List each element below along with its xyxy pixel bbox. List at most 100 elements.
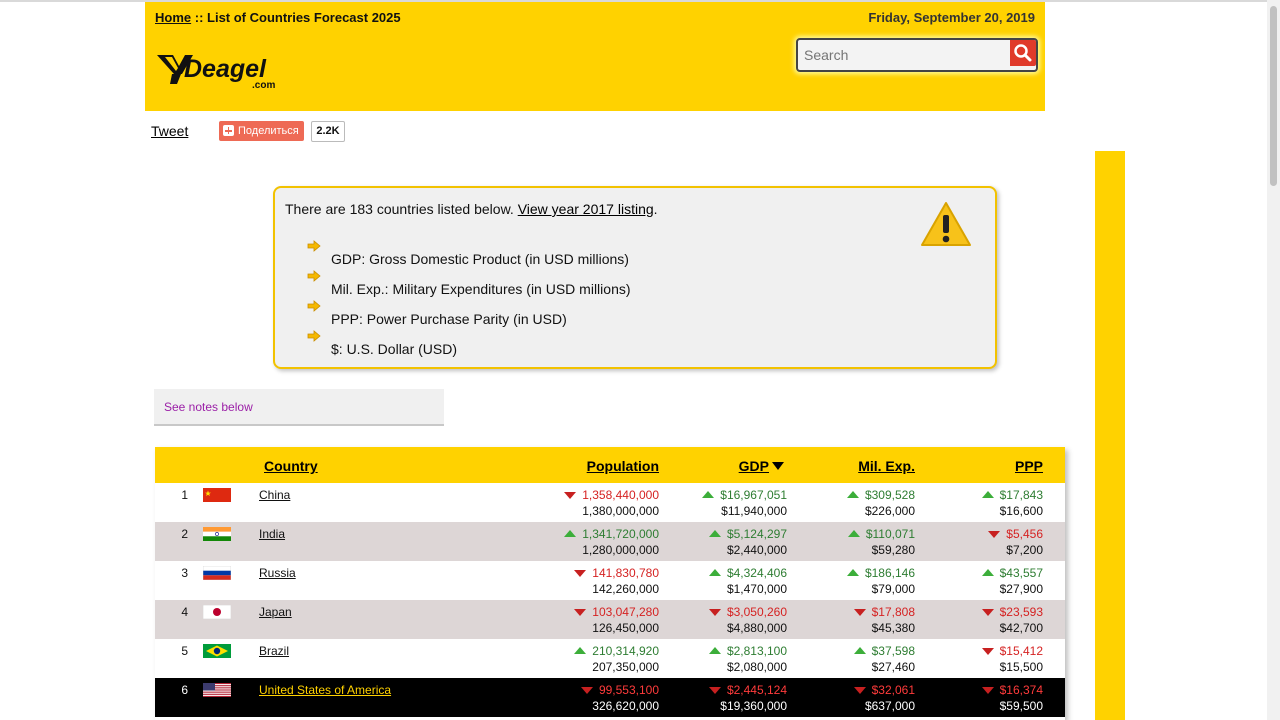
- warning-icon: [921, 202, 971, 246]
- trend-up-icon: [564, 530, 577, 537]
- countries-table: Country Population GDP Mil. Exp. PPP 1 C…: [155, 447, 1065, 720]
- trend-down-icon: [708, 609, 721, 616]
- legend-text: Mil. Exp.: Military Expenditures (in USD…: [331, 281, 631, 297]
- table-row: 1 China 1,358,440,000 1,380,000,000 $16,…: [155, 483, 1065, 522]
- milexp-current: $79,000: [871, 582, 915, 596]
- trend-down-icon: [988, 531, 1001, 538]
- flag-japan-icon: [203, 605, 231, 619]
- gdp-forecast: $2,445,124: [708, 683, 787, 697]
- population-forecast: 1,341,720,000: [564, 527, 659, 541]
- flag-india-icon: [203, 527, 231, 541]
- trend-up-icon: [981, 569, 994, 576]
- sort-desc-icon: [772, 462, 784, 470]
- see-notes-link[interactable]: See notes below: [164, 400, 253, 414]
- logo-suffix: .com: [252, 80, 275, 91]
- trend-down-icon: [853, 609, 866, 616]
- share-count: 2.2K: [311, 121, 345, 142]
- site-header: Home :: List of Countries Forecast 2025 …: [145, 2, 1045, 111]
- country-link[interactable]: Japan: [259, 605, 292, 619]
- country-link[interactable]: India: [259, 527, 286, 541]
- trend-up-icon: [574, 647, 587, 654]
- ppp-current: $16,600: [999, 504, 1043, 518]
- gdp-forecast: $2,813,100: [708, 644, 787, 658]
- trend-down-icon: [580, 687, 593, 694]
- population-forecast: 141,830,780: [574, 566, 659, 580]
- population-current: 207,350,000: [592, 660, 659, 674]
- country-link[interactable]: United States of America: [259, 683, 392, 697]
- ppp-current: $7,200: [1006, 543, 1043, 557]
- trend-down-icon: [981, 648, 994, 655]
- search-input[interactable]: [798, 40, 1010, 70]
- country-column-header[interactable]: Country: [264, 458, 318, 474]
- scrollbar-thumb[interactable]: [1270, 6, 1277, 186]
- population-forecast: 210,314,920: [574, 644, 659, 658]
- flag-russia-icon: [203, 566, 231, 580]
- gdp-forecast: $16,967,051: [702, 488, 787, 502]
- population-forecast: 103,047,280: [574, 605, 659, 619]
- ppp-column-header[interactable]: PPP: [1014, 458, 1043, 474]
- milexp-forecast: $32,061: [853, 683, 915, 697]
- ppp-current: $42,700: [999, 621, 1043, 635]
- gdp-current: $11,940,000: [721, 504, 787, 518]
- gdp-current: $2,080,000: [726, 660, 787, 674]
- tweet-link[interactable]: Tweet: [151, 123, 189, 139]
- rank: 5: [181, 644, 188, 658]
- milexp-current: $226,000: [864, 504, 915, 518]
- info-box: There are 183 countries listed below. Vi…: [273, 186, 997, 369]
- page-scrollbar[interactable]: [1267, 0, 1280, 720]
- gdp-forecast: $3,050,260: [708, 605, 787, 619]
- gdp-header-label: GDP: [738, 458, 769, 474]
- trend-up-icon: [846, 491, 859, 498]
- arrow-right-icon: [307, 270, 321, 282]
- ppp-forecast: $23,593: [981, 605, 1043, 619]
- population-current: 126,450,000: [592, 621, 659, 635]
- country-link[interactable]: Russia: [259, 566, 296, 580]
- breadcrumb-separator: ::: [191, 10, 208, 25]
- trend-down-icon: [574, 609, 587, 616]
- table-row: 3 Russia 141,830,780 142,260,000 $4,324,…: [155, 561, 1065, 600]
- breadcrumb: Home :: List of Countries Forecast 2025: [155, 10, 401, 25]
- trend-up-icon: [853, 647, 866, 654]
- table-row: 5 Brazil 210,314,920 207,350,000 $2,813,…: [155, 639, 1065, 678]
- ppp-forecast: $5,456: [988, 527, 1043, 541]
- milexp-column-header[interactable]: Mil. Exp.: [858, 458, 915, 474]
- trend-down-icon: [574, 570, 587, 577]
- country-link[interactable]: China: [259, 488, 291, 502]
- info-intro-text: There are 183 countries listed below.: [285, 201, 518, 217]
- milexp-forecast: $186,146: [846, 566, 915, 580]
- milexp-current: $637,000: [864, 699, 915, 713]
- rank: 1: [181, 488, 188, 502]
- table-row: 2 India 1,341,720,000 1,280,000,000 $5,1…: [155, 522, 1065, 561]
- population-column-header[interactable]: Population: [586, 458, 659, 474]
- trend-down-icon: [853, 687, 866, 694]
- trend-up-icon: [708, 569, 721, 576]
- deagel-logo[interactable]: Deagel .com: [156, 52, 286, 92]
- trend-down-icon: [564, 492, 577, 499]
- trend-up-icon: [708, 647, 721, 654]
- milexp-forecast: $37,598: [853, 644, 915, 658]
- rank: 2: [181, 527, 188, 541]
- rank: 6: [181, 683, 188, 697]
- flag-usa-icon: [203, 683, 231, 697]
- ppp-forecast: $15,412: [981, 644, 1043, 658]
- search-icon: [1014, 44, 1032, 62]
- gdp-column-header[interactable]: GDP: [739, 458, 784, 474]
- table-row-highlighted: 6 United States of America 99,553,100 32…: [155, 678, 1065, 717]
- milexp-forecast: $110,071: [847, 527, 915, 541]
- breadcrumb-home-link[interactable]: Home: [155, 10, 192, 25]
- gdp-current: $2,440,000: [726, 543, 787, 557]
- milexp-forecast: $17,808: [853, 605, 915, 619]
- search-button[interactable]: [1010, 40, 1036, 66]
- gdp-forecast: $5,124,297: [708, 527, 787, 541]
- plus-icon: [223, 125, 234, 136]
- trend-down-icon: [981, 609, 994, 616]
- share-button[interactable]: Поделиться: [219, 121, 304, 141]
- gdp-current: $19,360,000: [720, 699, 787, 713]
- logo-text: Deagel: [184, 55, 267, 83]
- population-current: 326,620,000: [592, 699, 659, 713]
- trend-down-icon: [708, 687, 721, 694]
- trend-up-icon: [847, 530, 860, 537]
- right-sidebar-bar: [1095, 151, 1125, 720]
- country-link[interactable]: Brazil: [259, 644, 290, 658]
- view-2017-link[interactable]: View year 2017 listing: [517, 201, 654, 217]
